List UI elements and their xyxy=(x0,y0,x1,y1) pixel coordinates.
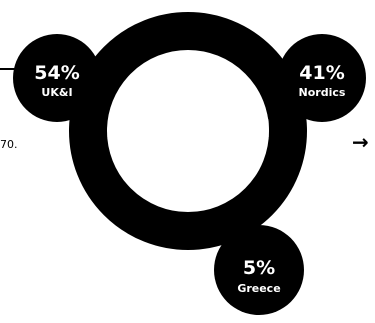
bubble-greece xyxy=(214,225,304,315)
bubble-uki-label: UK&I xyxy=(41,86,72,99)
side-text: 70. xyxy=(0,138,18,151)
bubble-uki-value: 54% xyxy=(34,62,79,84)
revenue-ring xyxy=(69,12,307,250)
bubble-nordics-label: Nordics xyxy=(299,86,346,99)
arrow-right-icon: → xyxy=(352,130,369,154)
bubble-uki xyxy=(13,34,101,122)
bubble-greece-value: 5% xyxy=(243,257,275,279)
bubble-nordics-value: 41% xyxy=(299,62,344,84)
bubble-nordics xyxy=(278,34,366,122)
bubble-greece-label: Greece xyxy=(237,282,280,295)
center-label: Total revenue xyxy=(130,151,246,171)
center-value: £10.1bn xyxy=(105,98,272,147)
